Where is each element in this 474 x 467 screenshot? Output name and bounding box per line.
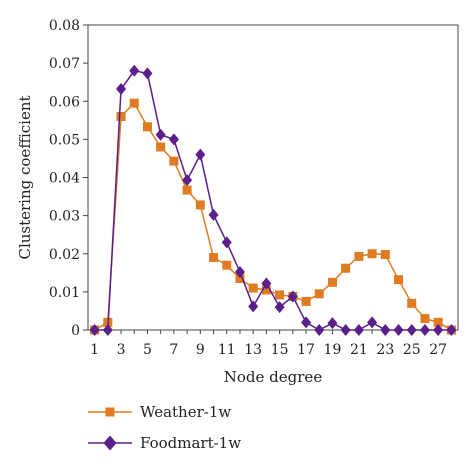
data-point-foodmart-1w: [182, 174, 193, 187]
x-axis-title: Node degree: [224, 368, 323, 386]
data-point-foodmart-1w: [234, 266, 245, 279]
legend: Weather-1w Foodmart-1w: [88, 403, 241, 452]
y-tick-label: 0.04: [49, 171, 80, 187]
series-group: [89, 64, 457, 336]
data-point-weather-1w: [248, 283, 258, 293]
x-tick-label: 9: [196, 342, 205, 358]
data-point-foodmart-1w: [301, 316, 312, 329]
legend-marker-foodmart-1w: [103, 435, 117, 451]
data-point-weather-1w: [261, 285, 271, 295]
data-point-foodmart-1w: [419, 324, 430, 336]
data-point-weather-1w: [394, 275, 404, 285]
data-point-weather-1w: [275, 290, 285, 300]
y-tick-label: 0.06: [49, 94, 80, 110]
plot-area: [87, 24, 459, 331]
data-point-foodmart-1w: [327, 317, 338, 330]
data-point-weather-1w: [433, 317, 443, 327]
data-point-foodmart-1w: [116, 83, 127, 96]
x-tick-label: 15: [271, 342, 289, 358]
legend-item-foodmart-1w: Foodmart-1w: [88, 434, 241, 452]
data-point-foodmart-1w: [155, 128, 166, 141]
x-tick-label: 5: [143, 342, 152, 358]
x-tick-label: 23: [376, 342, 394, 358]
data-point-weather-1w: [235, 274, 245, 284]
legend-marker-weather-1w: [105, 407, 115, 417]
data-point-foodmart-1w: [102, 324, 113, 336]
data-point-weather-1w: [420, 314, 430, 324]
data-point-weather-1w: [142, 122, 152, 132]
data-point-weather-1w: [222, 260, 232, 270]
y-tick-label: 0.08: [49, 18, 80, 34]
y-tick-label: 0.02: [49, 247, 80, 263]
data-point-foodmart-1w: [367, 316, 378, 329]
series-line-foodmart-1w: [94, 69, 452, 331]
axis-labels: Node degree Clustering coefficient: [16, 95, 322, 386]
data-point-weather-1w: [407, 298, 417, 308]
x-tick-label: 27: [429, 342, 447, 358]
data-point-weather-1w: [156, 142, 166, 152]
data-point-foodmart-1w: [446, 324, 457, 336]
x-tick-label: 19: [324, 342, 342, 358]
data-point-weather-1w: [367, 249, 377, 259]
data-point-weather-1w: [182, 185, 192, 195]
data-point-foodmart-1w: [287, 290, 298, 303]
x-tick-label: 25: [403, 342, 421, 358]
data-point-weather-1w: [301, 296, 311, 306]
y-tick-label: 0.05: [49, 132, 80, 148]
legend-label-weather-1w: Weather-1w: [140, 403, 231, 421]
data-point-foodmart-1w: [129, 64, 140, 77]
data-point-weather-1w: [129, 98, 139, 108]
data-point-foodmart-1w: [142, 67, 153, 80]
data-point-foodmart-1w: [274, 301, 285, 314]
data-point-weather-1w: [341, 263, 351, 273]
x-tick-label: 3: [117, 342, 126, 358]
x-tick-label: 11: [218, 342, 236, 358]
data-point-foodmart-1w: [208, 208, 219, 221]
data-point-foodmart-1w: [340, 324, 351, 336]
x-tick-label: 21: [350, 342, 368, 358]
data-point-weather-1w: [116, 112, 126, 121]
data-point-foodmart-1w: [380, 324, 391, 336]
data-point-foodmart-1w: [314, 324, 325, 336]
legend-item-weather-1w: Weather-1w: [88, 403, 231, 421]
x-tick-label: 7: [169, 342, 178, 358]
data-point-weather-1w: [209, 253, 219, 263]
series-line-weather-1w: [94, 101, 452, 331]
data-point-weather-1w: [354, 251, 364, 261]
data-point-foodmart-1w: [406, 324, 417, 336]
data-point-weather-1w: [169, 156, 179, 166]
data-point-foodmart-1w: [433, 324, 444, 336]
data-point-foodmart-1w: [89, 324, 100, 336]
x-tick-label: 13: [244, 342, 262, 358]
x-tick-label: 1: [90, 342, 99, 358]
data-point-weather-1w: [380, 250, 390, 260]
data-point-foodmart-1w: [393, 324, 404, 336]
data-point-foodmart-1w: [195, 148, 206, 161]
y-tick-label: 0.01: [49, 285, 80, 301]
data-point-foodmart-1w: [248, 300, 259, 313]
plot-frame: [87, 24, 459, 331]
y-tick-label: 0.07: [49, 56, 80, 72]
data-point-foodmart-1w: [353, 324, 364, 336]
data-point-foodmart-1w: [221, 236, 232, 249]
legend-label-foodmart-1w: Foodmart-1w: [140, 434, 241, 452]
data-point-foodmart-1w: [168, 133, 179, 146]
x-tick-label: 17: [297, 342, 315, 358]
data-point-weather-1w: [327, 277, 337, 287]
data-point-weather-1w: [314, 289, 324, 299]
y-tick-label: 0: [71, 323, 80, 339]
series-foodmart-1w: [89, 64, 457, 336]
series-weather-1w: [90, 98, 456, 335]
y-tick-label: 0.03: [49, 209, 80, 225]
data-point-foodmart-1w: [261, 277, 272, 290]
y-axis-title: Clustering coefficient: [16, 95, 34, 259]
data-point-weather-1w: [195, 200, 205, 210]
